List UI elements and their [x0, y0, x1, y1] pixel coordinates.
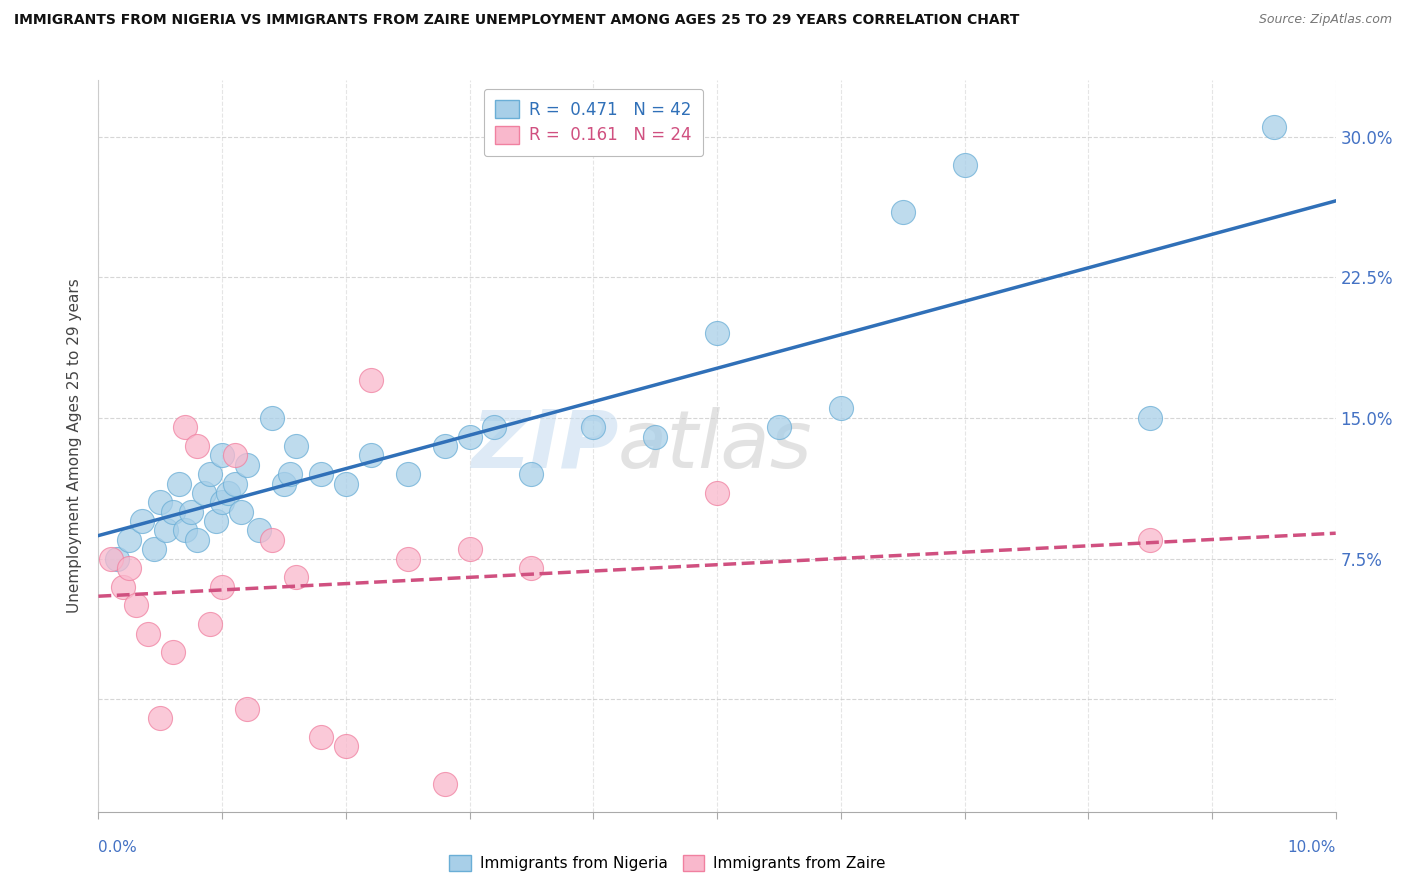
- Point: [1263, 120, 1285, 135]
- Point: [174, 420, 197, 434]
- Point: [155, 524, 177, 538]
- Point: [520, 467, 543, 482]
- Point: [273, 476, 295, 491]
- Point: [706, 326, 728, 341]
- Point: [198, 617, 221, 632]
- Point: [484, 420, 506, 434]
- Point: [224, 449, 246, 463]
- Text: ZIP: ZIP: [471, 407, 619, 485]
- Point: [768, 420, 790, 434]
- Point: [260, 533, 283, 547]
- Point: [143, 542, 166, 557]
- Point: [285, 570, 308, 584]
- Point: [186, 439, 208, 453]
- Text: IMMIGRANTS FROM NIGERIA VS IMMIGRANTS FROM ZAIRE UNEMPLOYMENT AMONG AGES 25 TO 2: IMMIGRANTS FROM NIGERIA VS IMMIGRANTS FR…: [14, 13, 1019, 28]
- Point: [112, 580, 135, 594]
- Point: [229, 505, 252, 519]
- Text: 10.0%: 10.0%: [1288, 840, 1336, 855]
- Point: [247, 524, 270, 538]
- Point: [1139, 410, 1161, 425]
- Point: [198, 467, 221, 482]
- Point: [174, 524, 197, 538]
- Point: [180, 505, 202, 519]
- Point: [335, 739, 357, 753]
- Point: [278, 467, 301, 482]
- Point: [124, 599, 146, 613]
- Point: [136, 626, 159, 640]
- Point: [211, 449, 233, 463]
- Point: [285, 439, 308, 453]
- Point: [582, 420, 605, 434]
- Point: [149, 495, 172, 509]
- Text: atlas: atlas: [619, 407, 813, 485]
- Text: 0.0%: 0.0%: [98, 840, 138, 855]
- Point: [360, 373, 382, 387]
- Point: [162, 645, 184, 659]
- Point: [224, 476, 246, 491]
- Point: [193, 486, 215, 500]
- Point: [520, 561, 543, 575]
- Text: Source: ZipAtlas.com: Source: ZipAtlas.com: [1258, 13, 1392, 27]
- Point: [396, 467, 419, 482]
- Point: [891, 204, 914, 219]
- Point: [236, 458, 259, 472]
- Point: [205, 514, 228, 528]
- Point: [458, 542, 481, 557]
- Point: [211, 495, 233, 509]
- Point: [211, 580, 233, 594]
- Point: [309, 730, 332, 744]
- Point: [335, 476, 357, 491]
- Point: [309, 467, 332, 482]
- Point: [458, 429, 481, 443]
- Legend: Immigrants from Nigeria, Immigrants from Zaire: Immigrants from Nigeria, Immigrants from…: [443, 849, 891, 877]
- Point: [162, 505, 184, 519]
- Point: [149, 711, 172, 725]
- Point: [433, 439, 456, 453]
- Point: [236, 701, 259, 715]
- Point: [830, 401, 852, 416]
- Point: [433, 776, 456, 790]
- Point: [260, 410, 283, 425]
- Point: [644, 429, 666, 443]
- Point: [1139, 533, 1161, 547]
- Point: [167, 476, 190, 491]
- Point: [953, 158, 976, 172]
- Point: [360, 449, 382, 463]
- Point: [706, 486, 728, 500]
- Point: [186, 533, 208, 547]
- Point: [131, 514, 153, 528]
- Point: [118, 533, 141, 547]
- Point: [217, 486, 239, 500]
- Y-axis label: Unemployment Among Ages 25 to 29 years: Unemployment Among Ages 25 to 29 years: [67, 278, 83, 614]
- Point: [396, 551, 419, 566]
- Point: [100, 551, 122, 566]
- Point: [105, 551, 128, 566]
- Point: [118, 561, 141, 575]
